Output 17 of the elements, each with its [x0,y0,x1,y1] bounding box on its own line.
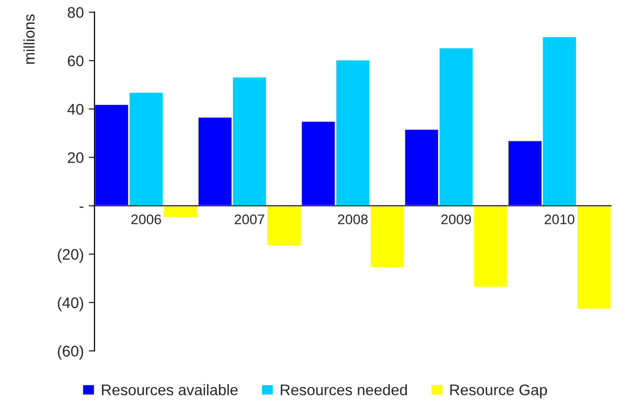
x-tick-label: 2007 [234,214,264,224]
x-tick-label: 2010 [544,214,574,224]
y-tick-label: - [80,206,84,208]
y-tick-label: 40 [67,104,84,115]
x-tick-label: 2006 [131,214,161,224]
x-tick-label: 2008 [338,214,368,224]
legend-label: Resources needed [280,384,407,396]
y-axis-title: millions [23,14,35,64]
y-tick-label: 20 [68,152,84,164]
y-tick-label: 60 [68,55,84,66]
y-tick-label: 80 [68,7,84,18]
y-tick-label: (40) [58,296,84,312]
legend-label: Resource Gap [450,384,547,398]
y-tick-label: (20) [58,248,84,263]
x-tick-label: 2009 [441,214,471,224]
y-tick-label: (60) [58,345,84,360]
legend-label: Resources available [102,384,238,396]
